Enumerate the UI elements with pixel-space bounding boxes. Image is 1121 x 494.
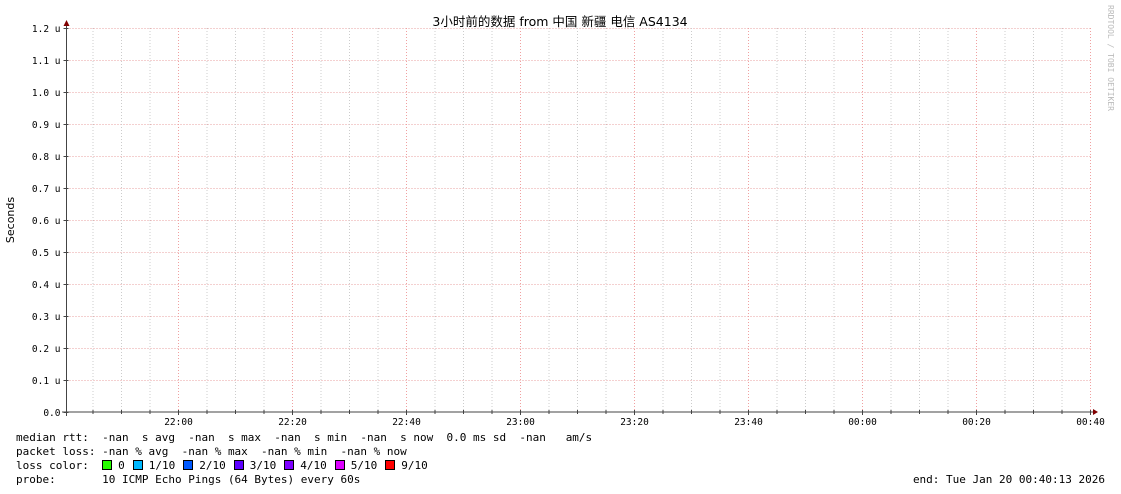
packet-loss-values: -nan % avg -nan % max -nan % min -nan % … xyxy=(102,445,407,458)
loss-color-label: 3/10 xyxy=(249,459,277,472)
x-tick-label: 22:00 xyxy=(164,417,193,428)
y-tick-label: 0.3 u xyxy=(32,312,61,323)
loss-color-item: 5/10 xyxy=(334,459,378,472)
loss-color-label: 2/10 xyxy=(199,459,226,472)
median-rtt-values: -nan s avg -nan s max -nan s min -nan s … xyxy=(102,431,593,444)
y-tick-label: 1.1 u xyxy=(32,56,61,67)
loss-color-label: loss color: xyxy=(16,459,89,472)
loss-color-label: 9/10 xyxy=(401,459,428,472)
x-tick-label: 22:40 xyxy=(392,417,421,428)
loss-color-item: 1/10 xyxy=(132,459,176,472)
loss-color-item: 9/10 xyxy=(385,459,428,472)
watermark: RRDTOOL / TOBI OETIKER xyxy=(1106,5,1115,111)
probe-text: 10 ICMP Echo Pings (64 Bytes) every 60s xyxy=(102,473,361,486)
y-tick-label: 1.2 u xyxy=(32,24,61,35)
ticks: 0.0 0.1 u 0.2 u 0.3 u 0.4 u 0.5 u 0.6 u 0.7 u 0.… xyxy=(32,24,1105,428)
loss-color-label: 0 xyxy=(118,459,125,472)
legend-probe: probe: 10 ICMP Echo Pings (64 Bytes) eve… xyxy=(16,473,360,487)
loss-color-label: 5/10 xyxy=(350,459,378,472)
y-axis-label: Seconds xyxy=(4,197,17,243)
y-tick-label: 0.9 u xyxy=(32,120,61,131)
y-tick-label: 1.0 u xyxy=(32,88,61,99)
y-tick-label: 0.8 u xyxy=(32,152,61,163)
loss-color-swatch xyxy=(132,460,143,470)
y-tick-label: 0.7 u xyxy=(32,184,61,195)
legend-median-rtt: median rtt: -nan s avg -nan s max -nan s… xyxy=(16,431,592,445)
y-tick-label: 0.2 u xyxy=(32,344,61,355)
legend-packet-loss: packet loss: -nan % avg -nan % max -nan … xyxy=(16,445,407,459)
y-tick-label: 0.0 xyxy=(43,408,60,419)
x-tick-label: 22:20 xyxy=(278,417,307,428)
x-tick-label: 23:40 xyxy=(734,417,763,428)
x-tick-label: 23:20 xyxy=(620,417,649,428)
legend-loss-color: loss color: 0 1/10 2/10 3/10 4/10 5/10 9/10 xyxy=(16,459,436,473)
loss-color-label: 1/10 xyxy=(148,459,176,472)
loss-color-swatch xyxy=(334,460,345,470)
y-tick-label: 0.6 u xyxy=(32,216,61,227)
end-time: end: Tue Jan 20 00:40:13 2026 xyxy=(912,473,1105,486)
x-tick-label: 00:00 xyxy=(848,417,877,428)
x-axis-arrow xyxy=(1093,409,1098,415)
y-tick-label: 0.4 u xyxy=(32,280,61,291)
x-tick-label: 23:00 xyxy=(506,417,535,428)
loss-color-swatch xyxy=(233,460,244,470)
probe-label: probe: xyxy=(16,473,56,486)
y-tick-label: 0.5 u xyxy=(32,248,61,259)
packet-loss-label: packet loss: xyxy=(16,445,96,458)
loss-color-item: 0 xyxy=(102,459,125,472)
loss-color-swatch xyxy=(183,460,194,470)
loss-color-swatch xyxy=(284,460,295,470)
loss-color-swatch xyxy=(102,460,113,470)
median-rtt-label: median rtt: xyxy=(16,431,89,444)
loss-color-item: 4/10 xyxy=(284,459,327,472)
loss-color-item: 2/10 xyxy=(183,459,226,472)
grid xyxy=(66,28,1092,412)
x-tick-label: 00:40 xyxy=(1076,417,1105,428)
y-axis-arrow xyxy=(63,20,70,26)
loss-color-item: 3/10 xyxy=(233,459,277,472)
y-tick-label: 0.1 u xyxy=(32,376,61,387)
loss-color-label: 4/10 xyxy=(300,459,327,472)
loss-color-swatch xyxy=(385,460,396,470)
x-tick-label: 00:20 xyxy=(962,417,991,428)
chart-title: 3小时前的数据 from 中国 新疆 电信 AS4134 xyxy=(432,14,687,29)
